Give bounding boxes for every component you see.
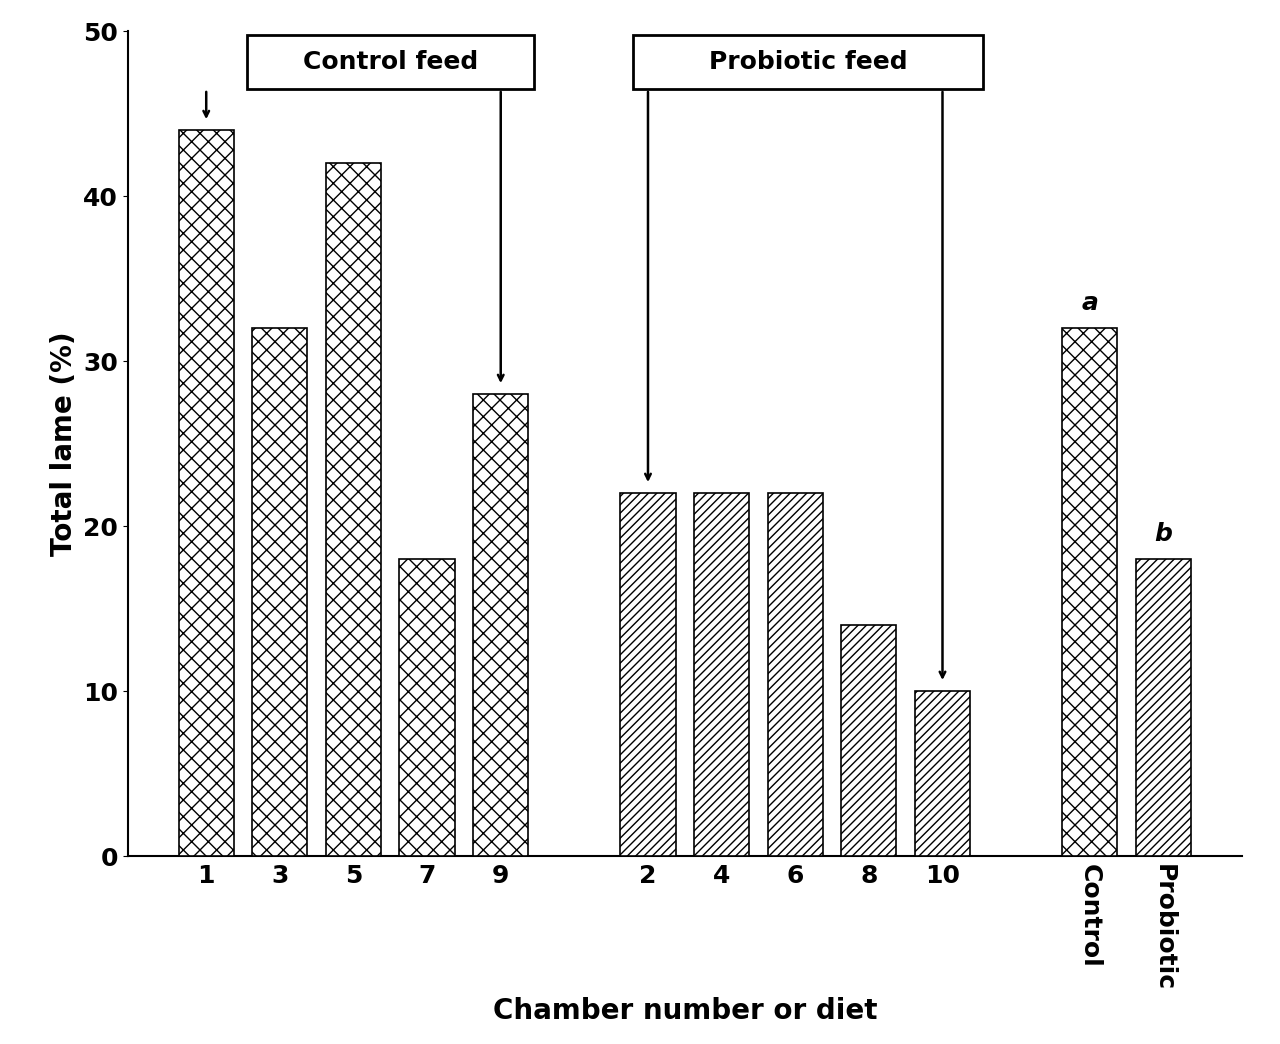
Bar bbox=[634, 34, 983, 89]
Text: Control feed: Control feed bbox=[302, 50, 477, 74]
Bar bbox=[252, 328, 307, 856]
Bar bbox=[694, 493, 749, 856]
Y-axis label: Total lame (%): Total lame (%) bbox=[50, 331, 78, 556]
Text: a: a bbox=[1082, 291, 1098, 315]
Bar bbox=[326, 163, 381, 856]
Bar bbox=[399, 560, 454, 856]
Bar bbox=[621, 493, 676, 856]
Bar bbox=[1062, 328, 1117, 856]
Bar bbox=[915, 691, 970, 856]
Bar bbox=[1135, 560, 1190, 856]
X-axis label: Chamber number or diet: Chamber number or diet bbox=[493, 997, 877, 1025]
Bar bbox=[841, 625, 896, 856]
Text: Probiotic feed: Probiotic feed bbox=[709, 50, 908, 74]
Bar bbox=[247, 34, 534, 89]
Bar bbox=[179, 130, 234, 856]
Bar bbox=[474, 395, 529, 856]
Bar bbox=[768, 493, 823, 856]
Text: b: b bbox=[1155, 522, 1172, 546]
